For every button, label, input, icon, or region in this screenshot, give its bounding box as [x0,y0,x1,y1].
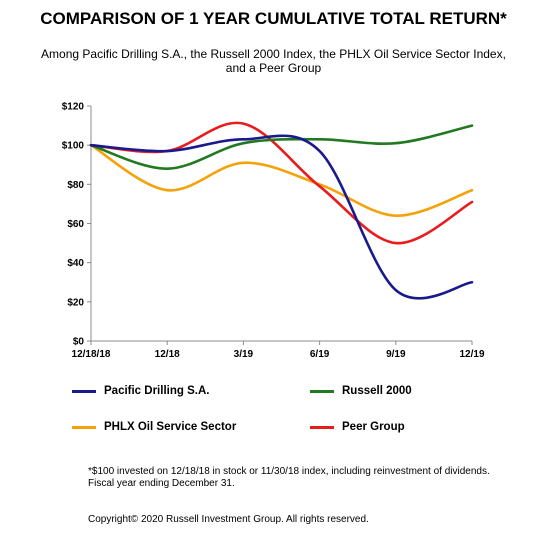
legend-item-peer: Peer Group [310,421,405,433]
legend-swatch-phlx [72,425,96,429]
x-tick-label: 9/19 [386,349,406,360]
legend-swatch-russell [310,389,334,393]
y-tick-label: $20 [67,297,84,308]
y-tick-label: $120 [62,102,85,113]
chart-subtitle: Among Pacific Drilling S.A., the Russell… [41,47,506,75]
series-line-phlx [89,143,474,217]
chart-lines [89,121,474,300]
x-tick-label: 12/18/18 [72,349,111,360]
chart-ticks: $0 $20 $40 $60 $80 $100 $120 12/18/18 12/18 3/19 6… [62,102,485,361]
x-tick-label: 12/18 [155,349,180,360]
copyright-notice: Copyright© 2020 Russell Investment Group… [88,514,369,525]
x-tick-label: 12/19 [459,349,484,360]
y-tick-label: $0 [73,337,85,348]
series-line-pacific [89,134,474,300]
legend-label-phlx: PHLX Oil Service Sector [104,421,237,433]
y-tick-label: $40 [67,258,84,269]
y-tick-label: $100 [62,141,85,152]
legend-item-phlx: PHLX Oil Service Sector [72,421,236,433]
legend-swatch-pacific [72,389,96,393]
x-tick-label: 3/19 [234,349,254,360]
legend-label-russell: Russell 2000 [342,385,412,397]
legend-label-peer: Peer Group [342,421,405,433]
legend-swatch-peer [310,425,334,429]
footnote: *$100 invested on 12/18/18 in stock or 1… [88,466,490,489]
x-tick-label: 6/19 [310,349,330,360]
legend-item-pacific: Pacific Drilling S.A. [72,385,209,397]
legend-label-pacific: Pacific Drilling S.A. [104,385,210,397]
legend-item-russell: Russell 2000 [310,385,412,397]
y-tick-label: $60 [67,219,84,230]
series-line-russell [89,124,474,170]
y-tick-label: $80 [67,180,84,191]
chart-title: COMPARISON OF 1 YEAR CUMULATIVE TOTAL RE… [40,9,507,28]
chart-legend: Pacific Drilling S.A. Russell 2000 PHLX … [72,385,502,443]
